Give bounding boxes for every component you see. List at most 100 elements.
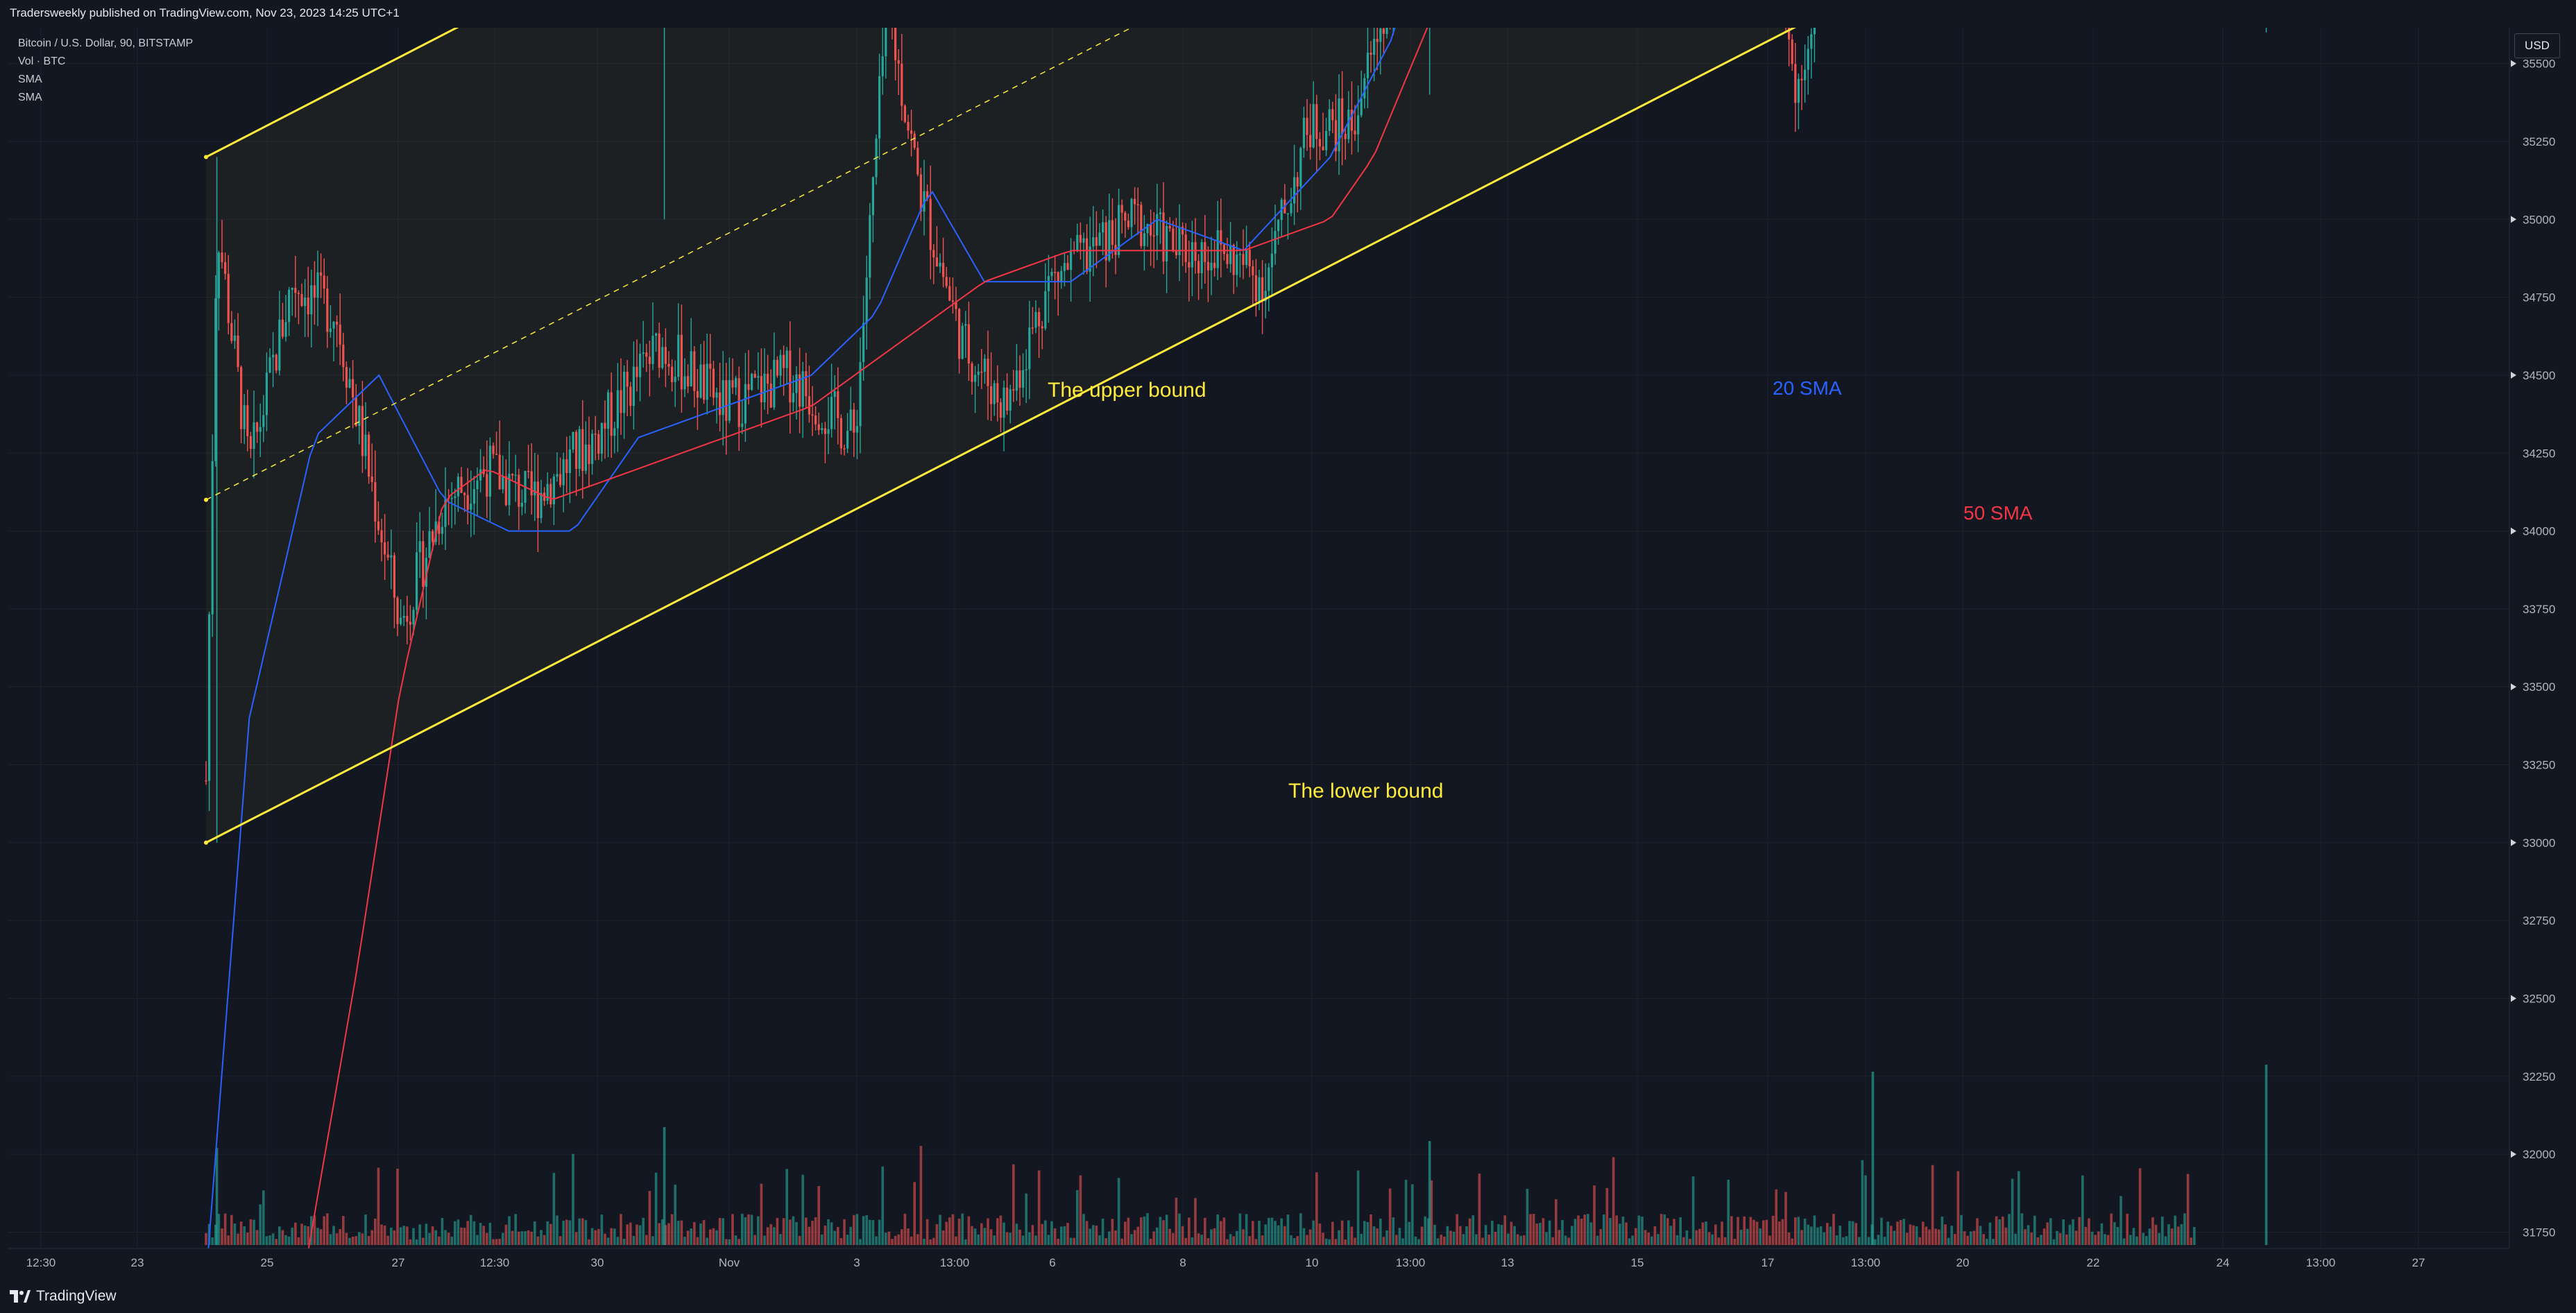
volume-bar <box>2129 1235 2132 1245</box>
volume-bar <box>457 1219 460 1245</box>
volume-bar <box>712 1228 715 1245</box>
volume-bar <box>1797 1217 1800 1245</box>
candle-body <box>259 427 262 432</box>
volume-bar <box>715 1230 718 1245</box>
volume-bar <box>1277 1225 1280 1245</box>
candle-body <box>725 380 728 421</box>
volume-bar <box>798 1235 801 1245</box>
volume-bar <box>1599 1229 1602 1245</box>
volume-bar <box>450 1236 453 1245</box>
candle-body <box>588 444 590 464</box>
volume-bar <box>1730 1216 1733 1245</box>
time-tick-label: 13:00 <box>2306 1256 2336 1269</box>
volume-bar <box>2040 1235 2042 1245</box>
candle-body <box>693 351 696 391</box>
annotation-upper-bound[interactable]: The upper bound <box>1048 379 1206 402</box>
candle-body <box>1015 370 1018 391</box>
volume-bar <box>1427 1218 1430 1245</box>
volume-bar <box>402 1226 405 1245</box>
volume-bar <box>891 1239 894 1245</box>
volume-bar <box>901 1229 903 1245</box>
candle-body <box>767 373 769 384</box>
candle-body <box>833 391 836 397</box>
volume-bar <box>562 1220 565 1245</box>
volume-bar <box>1085 1221 1089 1245</box>
volume-bar <box>514 1214 517 1245</box>
price-tick-marker-icon <box>2511 683 2516 691</box>
candle-body <box>454 496 457 498</box>
candle-body <box>1124 212 1127 221</box>
annotation-20-sma[interactable]: 20 SMA <box>1773 377 1842 399</box>
volume-bar <box>1675 1235 1679 1245</box>
candle-body <box>457 477 459 497</box>
price-tick-marker-icon <box>2511 527 2516 535</box>
tradingview-logo[interactable]: TradingView <box>10 1288 117 1305</box>
candle-body <box>597 434 600 454</box>
volume-bar <box>2078 1217 2081 1245</box>
volume-bar <box>833 1230 836 1245</box>
volume-bar <box>572 1153 574 1245</box>
volume-bar <box>1861 1160 1864 1245</box>
candle-body <box>368 434 370 477</box>
volume-bar <box>1411 1184 1414 1245</box>
candle-body <box>504 476 507 506</box>
volume-bar <box>744 1217 747 1245</box>
volume-bar <box>1787 1232 1791 1245</box>
candle-body <box>463 492 466 495</box>
volume-bar <box>2046 1222 2049 1245</box>
time-axis[interactable]: 12:30 23 25 27 12:30 30 Nov 3 13:00 6 8 10 13:00 13 15… <box>0 1248 2576 1280</box>
volume-bar <box>1136 1226 1139 1245</box>
volume-bar <box>2094 1235 2097 1245</box>
volume-bar <box>520 1231 524 1245</box>
candle-body <box>664 347 667 364</box>
legend-symbol[interactable]: Bitcoin / U.S. Dollar, 90, BITSTAMP <box>18 37 194 49</box>
price-tick-marker-icon <box>2511 1151 2516 1158</box>
candle-body <box>1003 387 1005 418</box>
legend-sma-1[interactable]: SMA <box>18 74 42 85</box>
time-tick-label: 6 <box>1049 1256 1055 1269</box>
annotation-50-sma[interactable]: 50 SMA <box>1963 502 2033 524</box>
channel-lines[interactable] <box>204 0 2368 845</box>
candle-body <box>1216 230 1219 268</box>
candle-body <box>374 482 377 522</box>
price-axis[interactable]: 31750 32000 32250 32500 32750 33000 33250 33500… <box>2509 28 2576 1248</box>
legend-sma-2[interactable]: SMA <box>18 92 42 103</box>
candle-body <box>1143 233 1145 246</box>
candle-body <box>849 409 852 431</box>
volume-bar <box>546 1221 549 1245</box>
legend-volume[interactable]: Vol · BTC <box>18 55 66 67</box>
price-tick-label: 34250 <box>2523 447 2555 460</box>
volume-bar <box>1095 1225 1098 1245</box>
candle-body <box>885 0 887 57</box>
price-tick-marker-icon <box>2511 995 2516 1002</box>
volume-bar <box>839 1238 843 1245</box>
volume-bar <box>1743 1216 1746 1245</box>
candle-body <box>1175 250 1177 255</box>
volume-bar <box>1739 1229 1743 1245</box>
volume-bar <box>817 1185 820 1245</box>
volume-bar <box>1755 1221 1759 1245</box>
candle-body <box>1277 220 1280 232</box>
candle-body <box>268 357 271 373</box>
volume-bar <box>1379 1218 1382 1245</box>
volume-bar <box>2024 1229 2027 1245</box>
volume-bar <box>1714 1224 1717 1245</box>
candle-body <box>479 469 482 481</box>
candle-body <box>1079 234 1082 243</box>
currency-button[interactable]: USD <box>2514 33 2560 58</box>
volume-bar <box>2154 1224 2158 1245</box>
volume-bar <box>444 1230 447 1245</box>
volume-bar <box>683 1237 686 1245</box>
volume-bar <box>1057 1238 1059 1245</box>
volume-bar <box>1765 1219 1768 1245</box>
volume-bar <box>1152 1231 1155 1245</box>
candle-body <box>655 333 658 336</box>
volume-bar <box>1548 1220 1551 1245</box>
volume-bar <box>581 1218 584 1245</box>
volume-bar <box>773 1227 776 1245</box>
annotation-lower-bound[interactable]: The lower bound <box>1288 780 1444 803</box>
candle-body <box>801 371 804 407</box>
volume-bar <box>1220 1221 1222 1245</box>
candle-body <box>230 323 233 341</box>
